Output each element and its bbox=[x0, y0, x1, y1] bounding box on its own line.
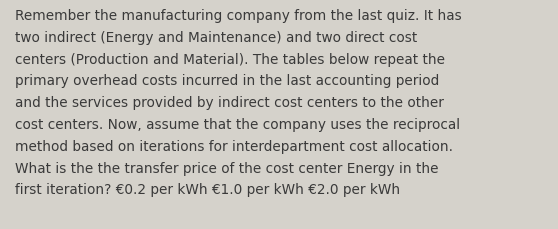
Text: and the services provided by indirect cost centers to the other: and the services provided by indirect co… bbox=[15, 96, 444, 110]
Text: Remember the manufacturing company from the last quiz. It has: Remember the manufacturing company from … bbox=[15, 9, 462, 23]
Text: method based on iterations for interdepartment cost allocation.: method based on iterations for interdepa… bbox=[15, 139, 453, 153]
Text: cost centers. Now, assume that the company uses the reciprocal: cost centers. Now, assume that the compa… bbox=[15, 117, 460, 131]
Text: two indirect (Energy and Maintenance) and two direct cost: two indirect (Energy and Maintenance) an… bbox=[15, 31, 417, 45]
Text: centers (Production and Material). The tables below repeat the: centers (Production and Material). The t… bbox=[15, 52, 445, 66]
Text: What is the the transfer price of the cost center Energy in the: What is the the transfer price of the co… bbox=[15, 161, 439, 175]
Text: primary overhead costs incurred in the last accounting period: primary overhead costs incurred in the l… bbox=[15, 74, 439, 88]
Text: first iteration? €0.2 per kWh €1.0 per kWh €2.0 per kWh: first iteration? €0.2 per kWh €1.0 per k… bbox=[15, 183, 400, 196]
